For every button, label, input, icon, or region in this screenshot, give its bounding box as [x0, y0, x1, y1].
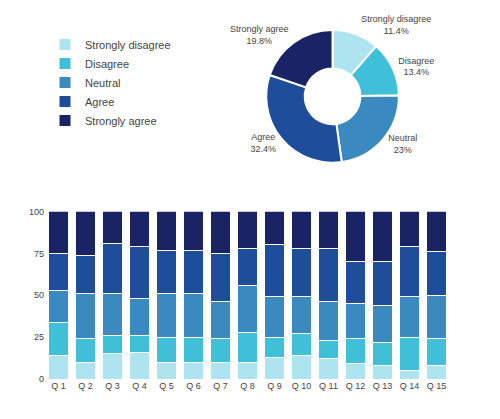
svg-text:Q 13: Q 13	[373, 381, 393, 391]
svg-text:Q 11: Q 11	[319, 381, 338, 391]
svg-text:Strongly disagree11.4%: Strongly disagree11.4%	[361, 14, 431, 36]
svg-text:100: 100	[29, 207, 44, 217]
svg-text:Q 4: Q 4	[132, 381, 147, 391]
svg-text:Strongly agree: Strongly agree	[85, 115, 157, 127]
svg-text:0: 0	[39, 374, 44, 384]
svg-text:Q 3: Q 3	[105, 381, 120, 391]
svg-text:Q 6: Q 6	[186, 381, 201, 391]
svg-text:Neutral23%: Neutral23%	[388, 133, 417, 155]
svg-text:Q 8: Q 8	[240, 381, 255, 391]
svg-text:Q 2: Q 2	[78, 381, 93, 391]
svg-text:Q 14: Q 14	[400, 381, 420, 391]
svg-text:Disagree: Disagree	[85, 58, 129, 70]
svg-text:Disagree13.4%: Disagree13.4%	[398, 56, 434, 78]
svg-text:Strongly agree19.8%: Strongly agree19.8%	[230, 24, 289, 46]
svg-text:Q 5: Q 5	[159, 381, 174, 391]
svg-text:Q 12: Q 12	[346, 381, 366, 391]
svg-text:25: 25	[34, 332, 44, 342]
svg-text:Q 10: Q 10	[292, 381, 312, 391]
svg-text:Agree32.4%: Agree32.4%	[251, 132, 277, 154]
svg-text:Q 15: Q 15	[427, 381, 447, 391]
svg-text:Q 1: Q 1	[51, 381, 66, 391]
svg-text:75: 75	[34, 249, 44, 259]
svg-text:Agree: Agree	[85, 96, 114, 108]
svg-text:50: 50	[34, 290, 44, 300]
svg-text:Strongly disagree: Strongly disagree	[85, 39, 171, 51]
svg-text:Q 7: Q 7	[213, 381, 228, 391]
svg-text:Q 9: Q 9	[267, 381, 282, 391]
svg-text:Neutral: Neutral	[85, 77, 120, 89]
